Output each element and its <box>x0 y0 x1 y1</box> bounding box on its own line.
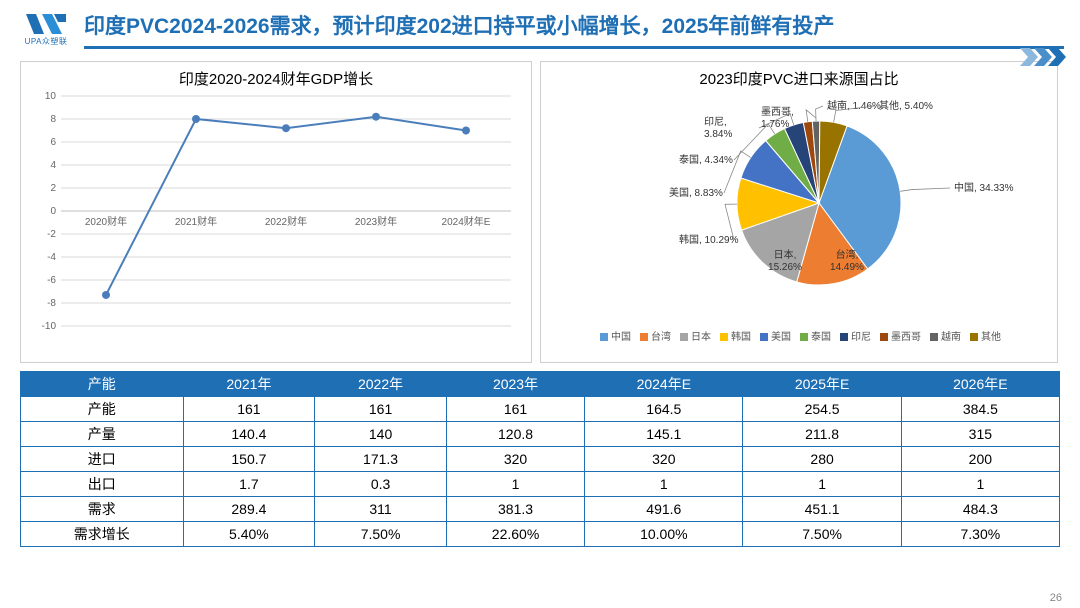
table-header: 2025年E <box>743 372 901 397</box>
svg-text:15.26%: 15.26% <box>768 262 802 273</box>
table-row: 出口1.70.31111 <box>21 472 1060 497</box>
svg-text:泰国, 4.34%: 泰国, 4.34% <box>679 153 733 166</box>
import-pie-chart: 2023印度PVC进口来源国占比 中国, 34.33%台湾,14.49%日本,1… <box>540 61 1058 363</box>
svg-text:14.49%: 14.49% <box>830 262 864 273</box>
table-cell: 进口 <box>21 447 184 472</box>
table-cell: 1 <box>446 472 584 497</box>
svg-text:6: 6 <box>50 137 56 148</box>
table-cell: 1 <box>585 472 743 497</box>
svg-text:-4: -4 <box>47 252 56 263</box>
table-header: 2026年E <box>901 372 1059 397</box>
table-cell: 7.30% <box>901 522 1059 547</box>
chart-title: 2023印度PVC进口来源国占比 <box>541 62 1057 91</box>
table-row: 产能161161161164.5254.5384.5 <box>21 397 1060 422</box>
logo: UPA众塑联 <box>16 11 76 49</box>
table-cell: 1.7 <box>183 472 315 497</box>
logo-icon <box>24 12 68 36</box>
svg-text:2: 2 <box>50 183 56 194</box>
table-cell: 381.3 <box>446 497 584 522</box>
table-cell: 289.4 <box>183 497 315 522</box>
table-cell: 200 <box>901 447 1059 472</box>
table-header: 2022年 <box>315 372 447 397</box>
table-header: 2024年E <box>585 372 743 397</box>
charts-row: 印度2020-2024财年GDP增长 -10 -8 -6 -4 -2 0 2 4 6 8 10 202… <box>0 55 1080 367</box>
table-cell: 491.6 <box>585 497 743 522</box>
table-cell: 171.3 <box>315 447 447 472</box>
table-cell: 320 <box>585 447 743 472</box>
page-number: 26 <box>1050 592 1062 604</box>
svg-text:2023财年: 2023财年 <box>355 215 397 228</box>
table-cell: 7.50% <box>743 522 901 547</box>
svg-text:4: 4 <box>50 160 56 171</box>
table-cell: 451.1 <box>743 497 901 522</box>
svg-text:-10: -10 <box>42 321 57 332</box>
svg-text:墨西哥,: 墨西哥, <box>761 106 794 118</box>
svg-text:-8: -8 <box>47 298 56 309</box>
svg-text:2022财年: 2022财年 <box>265 215 307 228</box>
svg-text:韩国, 10.29%: 韩国, 10.29% <box>679 233 739 246</box>
table-cell: 1 <box>901 472 1059 497</box>
svg-text:-6: -6 <box>47 275 56 286</box>
table-cell: 315 <box>901 422 1059 447</box>
table-row: 产量140.4140120.8145.1211.8315 <box>21 422 1060 447</box>
svg-text:日本,: 日本, <box>774 248 797 261</box>
table-cell: 140 <box>315 422 447 447</box>
svg-text:印尼,: 印尼, <box>704 116 727 128</box>
gdp-line-chart: 印度2020-2024财年GDP增长 -10 -8 -6 -4 -2 0 2 4 6 8 10 202… <box>20 61 532 363</box>
table-cell: 384.5 <box>901 397 1059 422</box>
svg-text:2021财年: 2021财年 <box>175 215 217 228</box>
svg-text:10: 10 <box>45 91 57 102</box>
logo-text: UPA众塑联 <box>25 36 68 47</box>
svg-text:越南, 1.46%: 越南, 1.46% <box>827 99 881 112</box>
table-cell: 需求增长 <box>21 522 184 547</box>
table-cell: 311 <box>315 497 447 522</box>
svg-text:0: 0 <box>50 206 56 217</box>
table-cell: 161 <box>446 397 584 422</box>
table-header: 2021年 <box>183 372 315 397</box>
table-header: 产能 <box>21 372 184 397</box>
table-cell: 140.4 <box>183 422 315 447</box>
table-cell: 1 <box>743 472 901 497</box>
table-cell: 5.40% <box>183 522 315 547</box>
svg-text:其他, 5.40%: 其他, 5.40% <box>879 99 933 112</box>
table-cell: 120.8 <box>446 422 584 447</box>
svg-text:2020财年: 2020财年 <box>85 215 127 228</box>
table-cell: 10.00% <box>585 522 743 547</box>
table-cell: 484.3 <box>901 497 1059 522</box>
svg-text:8: 8 <box>50 114 56 125</box>
table-cell: 150.7 <box>183 447 315 472</box>
svg-text:美国, 8.83%: 美国, 8.83% <box>669 186 723 199</box>
svg-text:3.84%: 3.84% <box>704 129 732 140</box>
table-cell: 211.8 <box>743 422 901 447</box>
table-cell: 164.5 <box>585 397 743 422</box>
table-cell: 161 <box>183 397 315 422</box>
svg-text:2024财年E: 2024财年E <box>442 215 491 228</box>
table-cell: 需求 <box>21 497 184 522</box>
svg-text:-2: -2 <box>47 229 56 240</box>
table-cell: 161 <box>315 397 447 422</box>
chevrons-icon <box>1020 48 1080 66</box>
svg-text:中国, 34.33%: 中国, 34.33% <box>954 181 1014 194</box>
chart-title: 印度2020-2024财年GDP增长 <box>21 62 531 91</box>
table-cell: 280 <box>743 447 901 472</box>
table-cell: 145.1 <box>585 422 743 447</box>
slide-header: UPA众塑联 印度PVC2024-2026需求，预计印度202进口持平或小幅增长… <box>0 0 1080 55</box>
table-cell: 0.3 <box>315 472 447 497</box>
pie-legend: 中国台湾日本韩国美国泰国印尼墨西哥越南其他 <box>549 328 1049 343</box>
table-row: 进口150.7171.3320320280200 <box>21 447 1060 472</box>
svg-text:台湾,: 台湾, <box>836 248 859 261</box>
table-header: 2023年 <box>446 372 584 397</box>
data-table: 产能2021年2022年2023年2024年E2025年E2026年E产能161… <box>20 371 1060 547</box>
svg-text:1.76%: 1.76% <box>761 119 789 130</box>
table-row: 需求增长5.40%7.50%22.60%10.00%7.50%7.30% <box>21 522 1060 547</box>
table-cell: 7.50% <box>315 522 447 547</box>
table-cell: 320 <box>446 447 584 472</box>
table-cell: 产量 <box>21 422 184 447</box>
table-cell: 254.5 <box>743 397 901 422</box>
table-cell: 出口 <box>21 472 184 497</box>
table-cell: 产能 <box>21 397 184 422</box>
slide-title: 印度PVC2024-2026需求，预计印度202进口持平或小幅增长，2025年前… <box>84 10 1064 49</box>
table-cell: 22.60% <box>446 522 584 547</box>
table-row: 需求289.4311381.3491.6451.1484.3 <box>21 497 1060 522</box>
